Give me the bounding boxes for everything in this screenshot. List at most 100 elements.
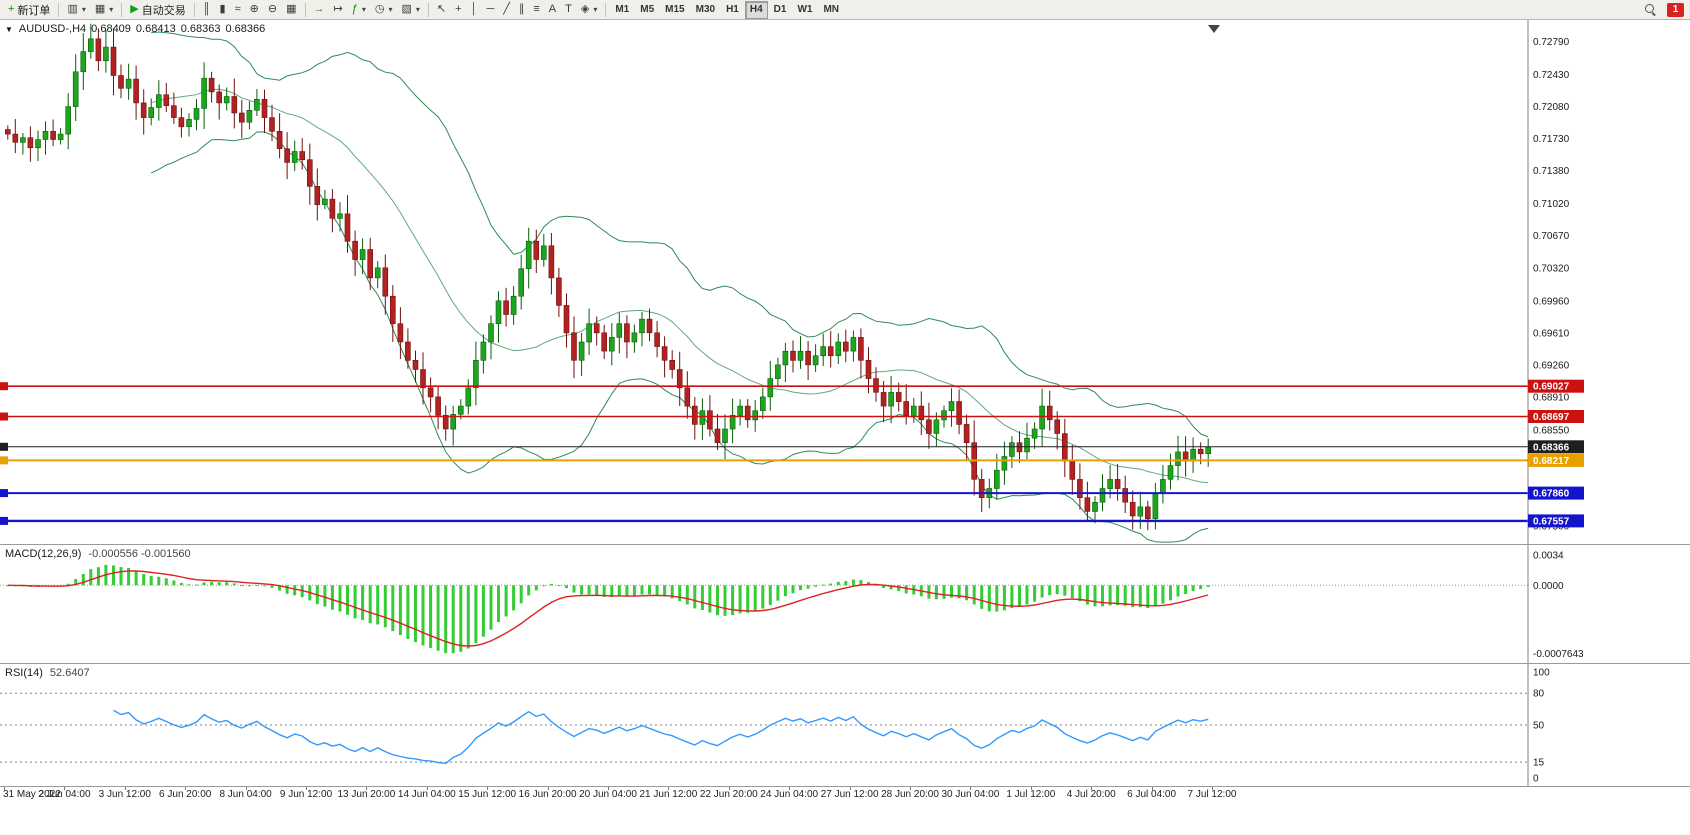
- price-tag: [1528, 453, 1584, 467]
- macd-histogram-bar: [1048, 585, 1052, 596]
- macd-histogram-bar: [1169, 585, 1172, 601]
- time-axis[interactable]: 31 May 2022 2 Jun 04:00 3 Jun 12:00 6 Jun 2…: [0, 786, 1690, 803]
- trendline-button[interactable]: ╱: [499, 1, 514, 19]
- candle-body: [50, 131, 56, 140]
- candles-button[interactable]: ▮: [216, 1, 230, 19]
- timeframe-d1[interactable]: D1: [773, 4, 787, 15]
- candle-body: [1175, 451, 1181, 466]
- macd-histogram-bar: [519, 585, 523, 604]
- timeframe-m5[interactable]: M5: [640, 4, 655, 15]
- indicators-button[interactable]: ƒ ▾: [348, 1, 370, 19]
- channel-button[interactable]: ∥: [515, 1, 529, 19]
- periods-button[interactable]: ◷ ▾: [371, 1, 397, 19]
- timeframe-w1[interactable]: W1: [797, 4, 813, 15]
- candle-body: [1114, 479, 1121, 489]
- candle-body: [790, 350, 796, 361]
- text-button[interactable]: A: [545, 1, 560, 19]
- time-axis-label: 24 Jun 04:00: [760, 789, 819, 800]
- macd-histogram-bar: [776, 585, 780, 601]
- candle-body: [322, 198, 328, 205]
- zoom-out-button[interactable]: ⊖: [264, 1, 281, 19]
- bars-button[interactable]: ║: [199, 1, 215, 19]
- price-tag: [1528, 410, 1584, 423]
- shapes-button[interactable]: ◈ ▾: [577, 1, 601, 19]
- tile-windows-button[interactable]: ▦: [282, 1, 300, 19]
- candle-body: [510, 295, 517, 315]
- rsi-panel[interactable]: RSI(14) 52.6407 100 80 50 15 0: [0, 663, 1690, 786]
- chart-shift-button[interactable]: ↦: [330, 1, 347, 19]
- macd-histogram-bar: [512, 585, 516, 611]
- time-tick: [789, 787, 791, 790]
- timeframe-m30[interactable]: M30: [695, 4, 716, 15]
- candle-body: [276, 131, 283, 150]
- zoom-in-button[interactable]: ⊕: [246, 1, 263, 19]
- label-button[interactable]: T: [561, 1, 576, 19]
- macd-histogram-bar: [361, 585, 365, 621]
- macd-scale-label: -0.0007643: [1533, 649, 1584, 660]
- price-scale-label: 0.72080: [1533, 102, 1570, 113]
- candle-body: [586, 323, 592, 343]
- price-tag-label: 0.68697: [1533, 412, 1570, 423]
- profiles-button[interactable]: ▦ ▾: [91, 1, 117, 19]
- time-axis-label: 13 Jun 20:00: [337, 789, 396, 800]
- timeframe-mn[interactable]: MN: [823, 4, 840, 15]
- time-tick: [728, 787, 730, 790]
- time-axis-label: 27 Jun 12:00: [820, 789, 879, 800]
- auto-scroll-button[interactable]: →: [310, 1, 329, 19]
- left-price-marker: [0, 516, 8, 525]
- macd-histogram-bar: [497, 585, 500, 622]
- macd-histogram-bar: [164, 578, 168, 586]
- macd-histogram-bar: [179, 582, 183, 586]
- templates-button[interactable]: ▧ ▾: [397, 1, 423, 19]
- timeframe-h1[interactable]: H1: [726, 4, 739, 15]
- macd-histogram-bar: [293, 585, 297, 596]
- macd-histogram-bar: [421, 585, 425, 646]
- candle-body: [782, 350, 789, 366]
- search-button[interactable]: [1640, 1, 1661, 19]
- candle-body: [669, 359, 676, 370]
- macd-histogram-bar: [81, 574, 85, 586]
- candle-body: [654, 332, 660, 347]
- macd-histogram-bar: [761, 585, 765, 609]
- price-scale-label: 0.72790: [1533, 37, 1570, 48]
- price-scale-label: 0.71730: [1533, 134, 1570, 145]
- main-chart-canvas[interactable]: 0.72790 0.72430 0.72080 0.71730 0.71380 0.710…: [0, 20, 1690, 544]
- time-axis-label: 7 Jul 12:00: [1187, 789, 1237, 800]
- vertical-line-button[interactable]: │: [467, 1, 482, 19]
- fibonacci-button[interactable]: ≡: [529, 1, 543, 19]
- horizontal-line-button[interactable]: ─: [482, 1, 498, 19]
- macd-histogram-bar: [1033, 585, 1037, 602]
- timeframe-m15[interactable]: M15: [665, 4, 685, 15]
- rsi-canvas[interactable]: 100 80 50 15 0: [0, 664, 1690, 786]
- crosshair-button[interactable]: +: [451, 1, 465, 19]
- macd-histogram-bar: [398, 585, 402, 635]
- timeframe-h4[interactable]: H4: [744, 0, 768, 19]
- macd-histogram-bar: [119, 567, 123, 586]
- time-tick: [547, 787, 549, 790]
- toolbar-separator: [304, 2, 306, 17]
- one-click-trading-icon[interactable]: ▼: [5, 25, 13, 34]
- new-chart-button[interactable]: ▥ ▾: [63, 1, 89, 19]
- chart-shift-marker[interactable]: [1208, 25, 1220, 33]
- macd-histogram-bar: [821, 584, 825, 586]
- candle-body: [842, 341, 849, 352]
- candle-body: [1054, 419, 1060, 434]
- cursor-button[interactable]: ↖: [433, 1, 450, 19]
- candle-body: [601, 332, 608, 352]
- main-chart-panel[interactable]: ▼ AUDUSD-,H4 0.68409 0.68413 0.68363 0.6…: [0, 20, 1690, 544]
- price-tag: [1528, 379, 1584, 393]
- auto-trading-button[interactable]: ▶ 自动交易: [126, 1, 189, 19]
- macd-histogram-bar: [66, 583, 70, 586]
- quote-close: 0.68366: [225, 23, 266, 35]
- candle-body: [578, 341, 585, 361]
- timeframe-m1[interactable]: M1: [615, 4, 630, 15]
- macd-panel[interactable]: MACD(12,26,9) -0.000556 -0.001560 0.0034…: [0, 544, 1690, 663]
- label-icon: T: [565, 3, 572, 15]
- macd-histogram-bar: [247, 585, 251, 587]
- new-order-button[interactable]: + 新订单: [4, 1, 54, 19]
- line-chart-button[interactable]: ≈: [231, 1, 245, 19]
- macd-histogram-bar: [904, 585, 908, 594]
- notification-badge[interactable]: 1: [1667, 2, 1684, 17]
- macd-canvas[interactable]: 0.0034 0.0000 -0.0007643: [0, 545, 1690, 663]
- candle-body: [450, 414, 457, 430]
